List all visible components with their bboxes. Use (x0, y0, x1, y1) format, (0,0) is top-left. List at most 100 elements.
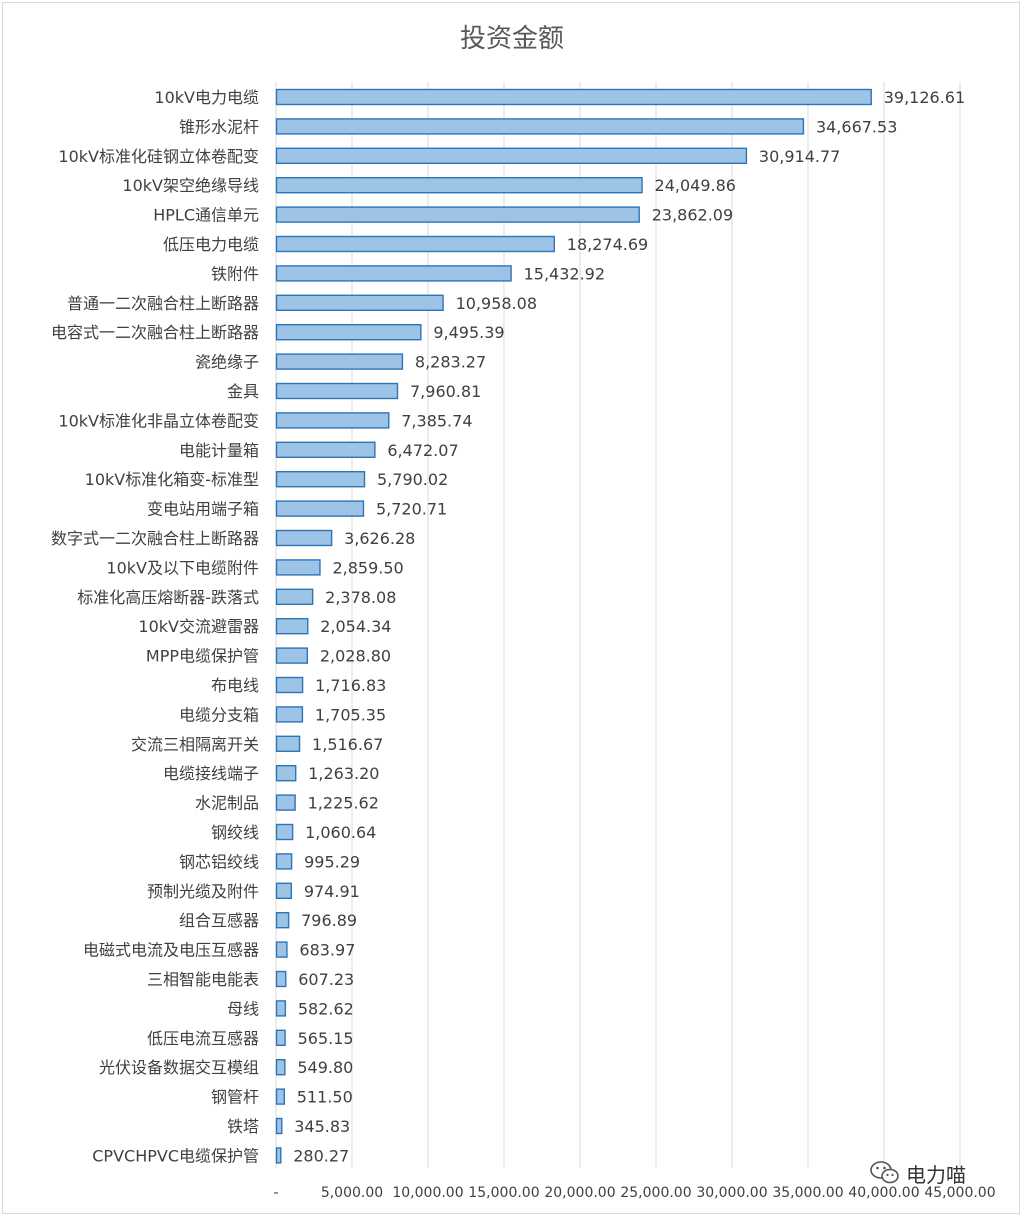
category-label: 三相智能电能表 (147, 970, 259, 989)
data-label: 24,049.86 (655, 176, 736, 195)
x-tick-label: 25,000.00 (620, 1185, 691, 1201)
bar (275, 735, 301, 752)
category-label: 标准化高压熔断器-跌落式 (77, 588, 259, 607)
bar (275, 1117, 283, 1135)
category-label: 10kV交流避雷器 (138, 617, 259, 636)
bar (275, 441, 376, 458)
data-label: 2,378.08 (325, 588, 396, 607)
category-label: 低压电力电缆 (163, 235, 259, 254)
data-label: 34,667.53 (816, 117, 897, 136)
data-label: 511.50 (297, 1088, 353, 1107)
bar (275, 941, 288, 958)
bar (275, 970, 287, 988)
bar (275, 471, 366, 488)
data-label: 683.97 (299, 941, 355, 960)
data-label: 280.27 (293, 1146, 349, 1165)
category-label: 金具 (227, 382, 259, 401)
category-label: 瓷绝缘子 (195, 353, 259, 372)
bar (275, 588, 314, 605)
data-label: 1,225.62 (308, 794, 379, 813)
category-label: 数字式一二次融合柱上断路器 (51, 529, 259, 548)
category-label: 10kV及以下电缆附件 (106, 558, 259, 577)
x-tick-label: 5,000.00 (321, 1185, 383, 1201)
bar (275, 676, 304, 694)
category-label: 低压电流互感器 (147, 1029, 259, 1048)
bar (275, 176, 643, 194)
data-label: 2,859.50 (332, 558, 403, 577)
watermark: 电力喵 (870, 1158, 966, 1188)
category-label: 10kV标准化非晶立体卷配变 (58, 411, 259, 430)
bar (275, 147, 748, 165)
data-label: 8,283.27 (415, 353, 486, 372)
bar (275, 382, 399, 400)
category-label: 电磁式电流及电压互感器 (83, 941, 259, 960)
data-label: 345.83 (294, 1117, 350, 1136)
data-label: 39,126.61 (884, 88, 965, 107)
category-label: 布电线 (211, 676, 259, 695)
bar (275, 1000, 287, 1017)
watermark-text: 电力喵 (906, 1162, 966, 1187)
bar (275, 706, 304, 723)
x-tick-label: 15,000.00 (468, 1185, 539, 1201)
data-label: 15,432.92 (524, 264, 605, 283)
bar (275, 559, 321, 576)
category-label: 锥形水泥杆 (179, 117, 259, 136)
category-label: 普通一二次融合柱上断路器 (67, 294, 259, 313)
category-label: 电容式一二次融合柱上断路器 (51, 323, 259, 342)
bar (275, 235, 555, 253)
bars-layer (275, 88, 872, 1164)
category-label: 10kV架空绝缘导线 (122, 176, 259, 195)
x-tick-label: 10,000.00 (392, 1185, 463, 1201)
x-tick-label: 35,000.00 (772, 1185, 843, 1201)
data-label: 796.89 (301, 911, 357, 930)
category-label: 光伏设备数据交互模组 (99, 1058, 259, 1077)
x-tick-label: 40,000.00 (848, 1185, 919, 1201)
bar (275, 206, 640, 223)
data-label: 995.29 (304, 852, 360, 871)
category-label: CPVCHPVC电缆保护管 (92, 1146, 259, 1165)
bar (275, 882, 293, 899)
category-label: HPLC通信单元 (153, 206, 259, 225)
bar (275, 647, 309, 664)
bar (275, 1029, 286, 1047)
bar (275, 88, 872, 106)
data-label: 1,705.35 (315, 705, 386, 724)
bar (275, 294, 444, 311)
data-label: 1,716.83 (315, 676, 386, 695)
category-label: 钢芯铝绞线 (179, 852, 259, 871)
data-label: 1,060.64 (305, 823, 376, 842)
data-label: 2,028.80 (320, 647, 391, 666)
bar (275, 265, 512, 282)
data-label: 6,472.07 (387, 441, 458, 460)
data-label: 18,274.69 (567, 235, 648, 254)
bar (275, 853, 293, 870)
bar (275, 618, 309, 635)
category-label: 铁附件 (211, 264, 259, 283)
category-label: 组合互感器 (179, 911, 259, 930)
category-label: 电缆分支箱 (179, 705, 259, 724)
bar (275, 765, 297, 782)
category-label: 钢管杆 (211, 1088, 259, 1107)
data-label: 974.91 (304, 882, 360, 901)
data-label: 5,720.71 (376, 500, 447, 519)
data-label: 7,960.81 (410, 382, 481, 401)
bar (275, 912, 290, 929)
x-tick-label: - (273, 1185, 278, 1201)
bar (275, 324, 422, 341)
category-label: 交流三相隔离开关 (131, 735, 259, 754)
category-label: 预制光缆及附件 (147, 882, 259, 901)
x-tick-label: 45,000.00 (924, 1185, 995, 1201)
data-label: 10,958.08 (456, 294, 537, 313)
x-axis-ticks: - 5,000.00 10,000.00 15,000.00 20,000.00 25,0… (273, 1185, 995, 1201)
data-label: 607.23 (298, 970, 354, 989)
data-label: 549.80 (297, 1058, 353, 1077)
category-label: 钢绞线 (211, 823, 259, 842)
bar (275, 412, 390, 429)
data-label: 30,914.77 (759, 147, 840, 166)
bar (275, 529, 333, 547)
wechat-icon (870, 1161, 899, 1184)
data-label: 565.15 (298, 1029, 354, 1048)
